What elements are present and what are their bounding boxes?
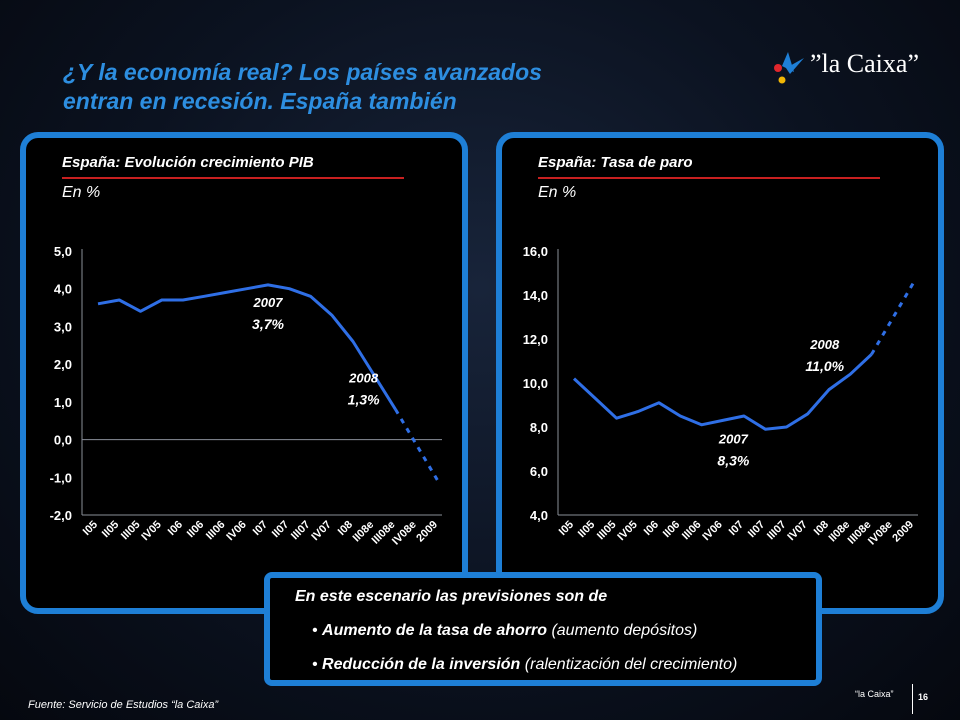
x-tick-label: III05 <box>119 519 143 543</box>
chart-title: España: Evolución crecimiento PIB <box>62 154 314 171</box>
page-number: 16 <box>918 692 929 702</box>
y-tick-label: 16,0 <box>523 244 548 259</box>
x-tick-label: II05 <box>100 519 121 540</box>
x-tick-label: IV08e <box>390 519 419 548</box>
x-tick-label: IV05 <box>139 519 163 543</box>
x-tick-label: IV07 <box>309 519 333 543</box>
x-tick-label: I07 <box>727 519 746 538</box>
y-tick-label: 5,0 <box>54 244 72 259</box>
y-tick-label: 14,0 <box>523 288 548 303</box>
x-tick-label: III06 <box>680 519 704 543</box>
bullet-rest: (ralentización del crecimiento) <box>524 656 738 673</box>
y-tick-label: 10,0 <box>523 376 548 391</box>
slide-title: ¿Y la economía real? Los países avanzado… <box>63 58 703 116</box>
y-tick-label: 0,0 <box>54 433 72 448</box>
slide-title-line2: entran en recesión. España también <box>63 88 457 114</box>
x-tick-label: II07 <box>270 519 291 540</box>
annotation-year: 2008 <box>348 370 379 385</box>
x-tick-label: I05 <box>81 519 100 538</box>
x-tick-label: III05 <box>595 519 619 543</box>
footer-separator <box>912 684 913 714</box>
x-tick-label: 2009 <box>414 519 440 545</box>
y-tick-label: 12,0 <box>523 332 548 347</box>
y-tick-label: -2,0 <box>50 508 72 523</box>
y-tick-label: 4,0 <box>530 508 548 523</box>
y-tick-label: 3,0 <box>54 319 72 334</box>
x-tick-label: IV06 <box>224 519 248 543</box>
forecast-line <box>394 408 440 482</box>
star-icon <box>774 52 804 84</box>
x-tick-label: I05 <box>557 519 576 538</box>
slide-title-line1: ¿Y la economía real? Los países avanzado… <box>63 59 542 85</box>
chart-unit: En % <box>62 184 101 201</box>
x-tick-label: I06 <box>166 519 185 538</box>
forecast-note: En este escenario las previsiones son de… <box>264 572 822 686</box>
x-tick-label: III06 <box>204 519 228 543</box>
y-tick-label: 1,0 <box>54 395 72 410</box>
note-bullet-investment: • Reducción de la inversión (ralentizaci… <box>312 656 738 673</box>
x-tick-label: II06 <box>185 519 206 540</box>
source-note: Fuente: Servicio de Estudios “la Caixa” <box>28 699 219 711</box>
x-tick-label: 2009 <box>890 519 916 545</box>
annotation-value: 11,0% <box>805 358 844 374</box>
annotation-value: 3,7% <box>252 316 284 332</box>
x-tick-label: II07 <box>746 519 767 540</box>
y-tick-label: 4,0 <box>54 282 72 297</box>
unemployment-chart-panel: España: Tasa de paro En % 16,0 14,0 12,0 10… <box>496 132 944 614</box>
x-tick-label: I06 <box>642 519 661 538</box>
bullet-bold: Aumento de la tasa de ahorro <box>322 622 547 639</box>
bullet-bold: Reducción de la inversión <box>322 656 521 673</box>
x-tick-label: III07 <box>765 519 789 543</box>
note-bullet-savings: • Aumento de la tasa de ahorro (aumento … <box>312 622 698 639</box>
x-tick-label: IV07 <box>785 519 809 543</box>
annotation-value: 1,3% <box>348 391 380 407</box>
gdp-chart-panel: España: Evolución crecimiento PIB En % 5… <box>20 132 468 614</box>
annotation-year: 2007 <box>718 432 749 447</box>
series-line <box>572 353 873 431</box>
x-tick-label: IV06 <box>700 519 724 543</box>
y-tick-label: 8,0 <box>530 420 548 435</box>
x-tick-label: IV05 <box>615 519 639 543</box>
x-tick-label: II05 <box>576 519 597 540</box>
bullet-rest: (aumento depósitos) <box>551 622 698 639</box>
annotation-year: 2008 <box>809 337 840 352</box>
annotation-value: 8,3% <box>717 453 749 469</box>
note-title: En este escenario las previsiones son de <box>295 588 608 605</box>
title-divider <box>538 177 880 179</box>
chart-unit: En % <box>538 184 577 201</box>
x-tick-label: IV08e <box>866 519 895 548</box>
annotation-year: 2007 <box>253 295 284 310</box>
la-caixa-logo: ”la Caixa” <box>768 44 919 90</box>
series-line <box>97 283 397 411</box>
footer-logo: “la Caixa” <box>855 689 894 699</box>
y-tick-label: 2,0 <box>54 357 72 372</box>
y-tick-label: -1,0 <box>50 470 72 485</box>
logo-text: ”la Caixa” <box>810 49 919 78</box>
x-tick-label: II06 <box>661 519 682 540</box>
chart-title: España: Tasa de paro <box>538 154 693 171</box>
forecast-line <box>870 281 916 356</box>
y-tick-label: 6,0 <box>530 464 548 479</box>
title-divider <box>62 177 404 179</box>
x-tick-label: III07 <box>289 519 313 543</box>
x-tick-label: I07 <box>251 519 270 538</box>
